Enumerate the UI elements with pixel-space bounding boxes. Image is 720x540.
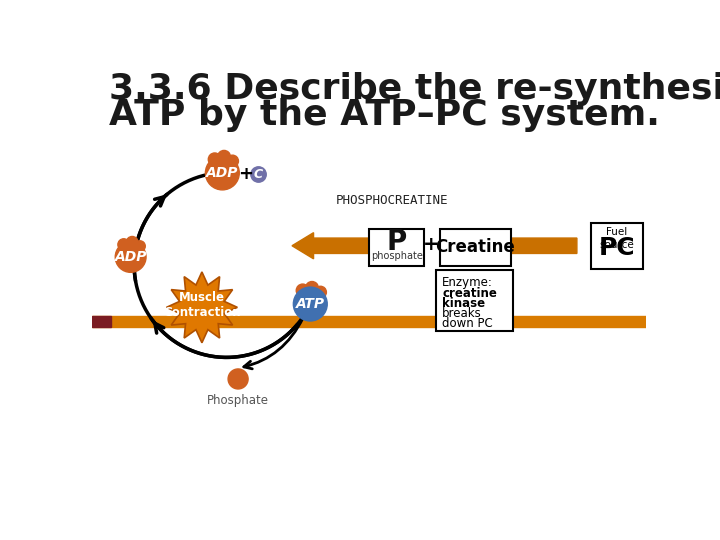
Circle shape bbox=[227, 155, 238, 167]
Text: P: P bbox=[387, 228, 407, 256]
Bar bbox=[92, 316, 111, 327]
Circle shape bbox=[115, 241, 146, 272]
Text: down PC: down PC bbox=[442, 316, 493, 329]
Circle shape bbox=[208, 153, 221, 166]
Text: Muscle
Contraction: Muscle Contraction bbox=[163, 291, 240, 319]
Text: Creatine: Creatine bbox=[436, 238, 515, 256]
Text: PC: PC bbox=[598, 235, 635, 260]
Circle shape bbox=[205, 156, 239, 190]
Circle shape bbox=[118, 239, 130, 251]
FancyBboxPatch shape bbox=[369, 229, 425, 266]
Text: phosphate: phosphate bbox=[371, 251, 423, 261]
Circle shape bbox=[315, 286, 326, 298]
Text: C: C bbox=[254, 168, 263, 181]
Text: kinase: kinase bbox=[442, 296, 485, 309]
Circle shape bbox=[228, 369, 248, 389]
FancyBboxPatch shape bbox=[590, 222, 643, 269]
Circle shape bbox=[305, 281, 318, 294]
Polygon shape bbox=[166, 272, 238, 343]
FancyBboxPatch shape bbox=[436, 269, 513, 331]
Circle shape bbox=[293, 287, 327, 321]
FancyBboxPatch shape bbox=[440, 229, 510, 266]
FancyArrow shape bbox=[488, 233, 577, 259]
Text: breaks: breaks bbox=[442, 307, 482, 320]
Text: ADP: ADP bbox=[206, 166, 238, 180]
Text: Phosphate: Phosphate bbox=[207, 394, 269, 407]
Text: creatine: creatine bbox=[442, 287, 497, 300]
Text: ATP by the ATP–PC system.: ATP by the ATP–PC system. bbox=[109, 98, 660, 132]
Text: ATP: ATP bbox=[296, 297, 325, 311]
Circle shape bbox=[251, 167, 266, 182]
FancyArrow shape bbox=[292, 233, 369, 259]
Text: Enzyme:: Enzyme: bbox=[442, 276, 493, 289]
Text: +: + bbox=[238, 165, 253, 183]
Circle shape bbox=[126, 237, 138, 248]
Text: ADP: ADP bbox=[114, 250, 147, 264]
Text: +: + bbox=[423, 235, 440, 254]
Bar bbox=[92, 316, 647, 327]
Text: PHOSPHOCREATINE: PHOSPHOCREATINE bbox=[336, 194, 449, 207]
Text: 3.3.6 Describe the re-synthesis of: 3.3.6 Describe the re-synthesis of bbox=[109, 72, 720, 106]
Text: Fuel
source: Fuel source bbox=[600, 227, 634, 249]
Circle shape bbox=[135, 241, 145, 252]
Circle shape bbox=[296, 284, 309, 297]
Circle shape bbox=[217, 151, 230, 163]
